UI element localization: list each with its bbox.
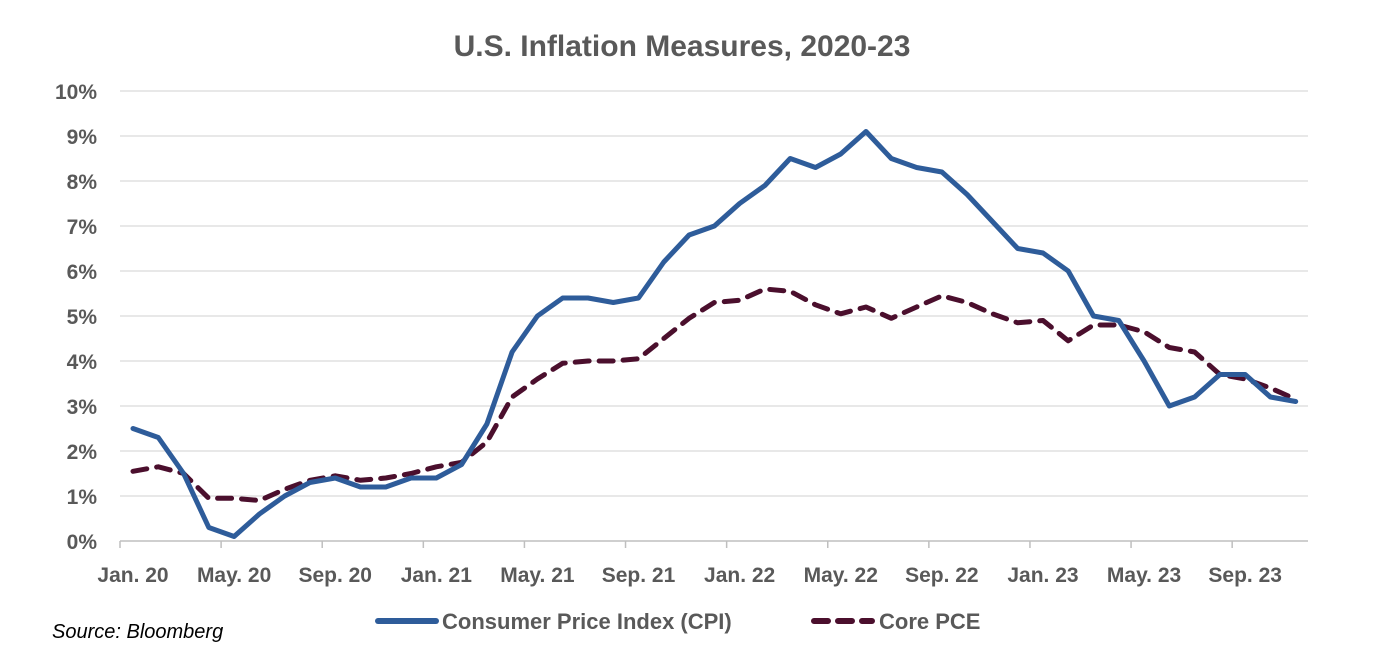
series-line-cpi	[130, 129, 1299, 539]
y-tick-label: 8%	[67, 171, 98, 194]
x-tick-label: Sep. 22	[905, 564, 979, 587]
legend-label-cpi: Consumer Price Index (CPI)	[442, 609, 732, 634]
x-tick-label: Sep. 23	[1208, 564, 1282, 587]
legend: Consumer Price Index (CPI) Core PCE	[375, 609, 980, 634]
source-note: Source: Bloomberg	[52, 621, 224, 643]
x-tick-label: Jan. 20	[97, 564, 168, 587]
x-tick-label: Jan. 22	[704, 564, 775, 587]
legend-label-core-pce: Core PCE	[879, 609, 980, 634]
y-tick-label: 5%	[67, 306, 98, 329]
y-tick-label: 7%	[67, 216, 98, 239]
axes: 0% 1% 2% 3% 4% 5% 6% 7% 8% 9% 10% Jan. 20 May. 20 Sep…	[55, 81, 1308, 587]
x-tick-label: Sep. 20	[298, 564, 372, 587]
x-tick-label: Jan. 23	[1007, 564, 1078, 587]
y-tick-label: 2%	[67, 441, 98, 464]
x-tick-label: Jan. 21	[401, 564, 473, 587]
series-lines	[130, 129, 1299, 539]
y-tick-label: 1%	[67, 486, 98, 509]
chart-title: U.S. Inflation Measures, 2020-23	[454, 30, 911, 63]
x-tick-label: May. 20	[197, 564, 271, 587]
y-tick-label: 6%	[67, 261, 98, 284]
series-line-core-pce	[130, 286, 1299, 503]
x-tick-label: May. 22	[804, 564, 878, 587]
x-tick-label: Sep. 21	[602, 564, 676, 587]
y-tick-label: 9%	[67, 126, 98, 149]
y-tick-label: 10%	[55, 81, 97, 104]
gridlines	[120, 90, 1308, 497]
y-tick-label: 0%	[67, 531, 98, 554]
y-tick-label: 4%	[67, 351, 98, 374]
y-tick-label: 3%	[67, 396, 98, 419]
x-tick-label: May. 21	[500, 564, 575, 587]
x-tick-label: May. 23	[1107, 564, 1181, 587]
